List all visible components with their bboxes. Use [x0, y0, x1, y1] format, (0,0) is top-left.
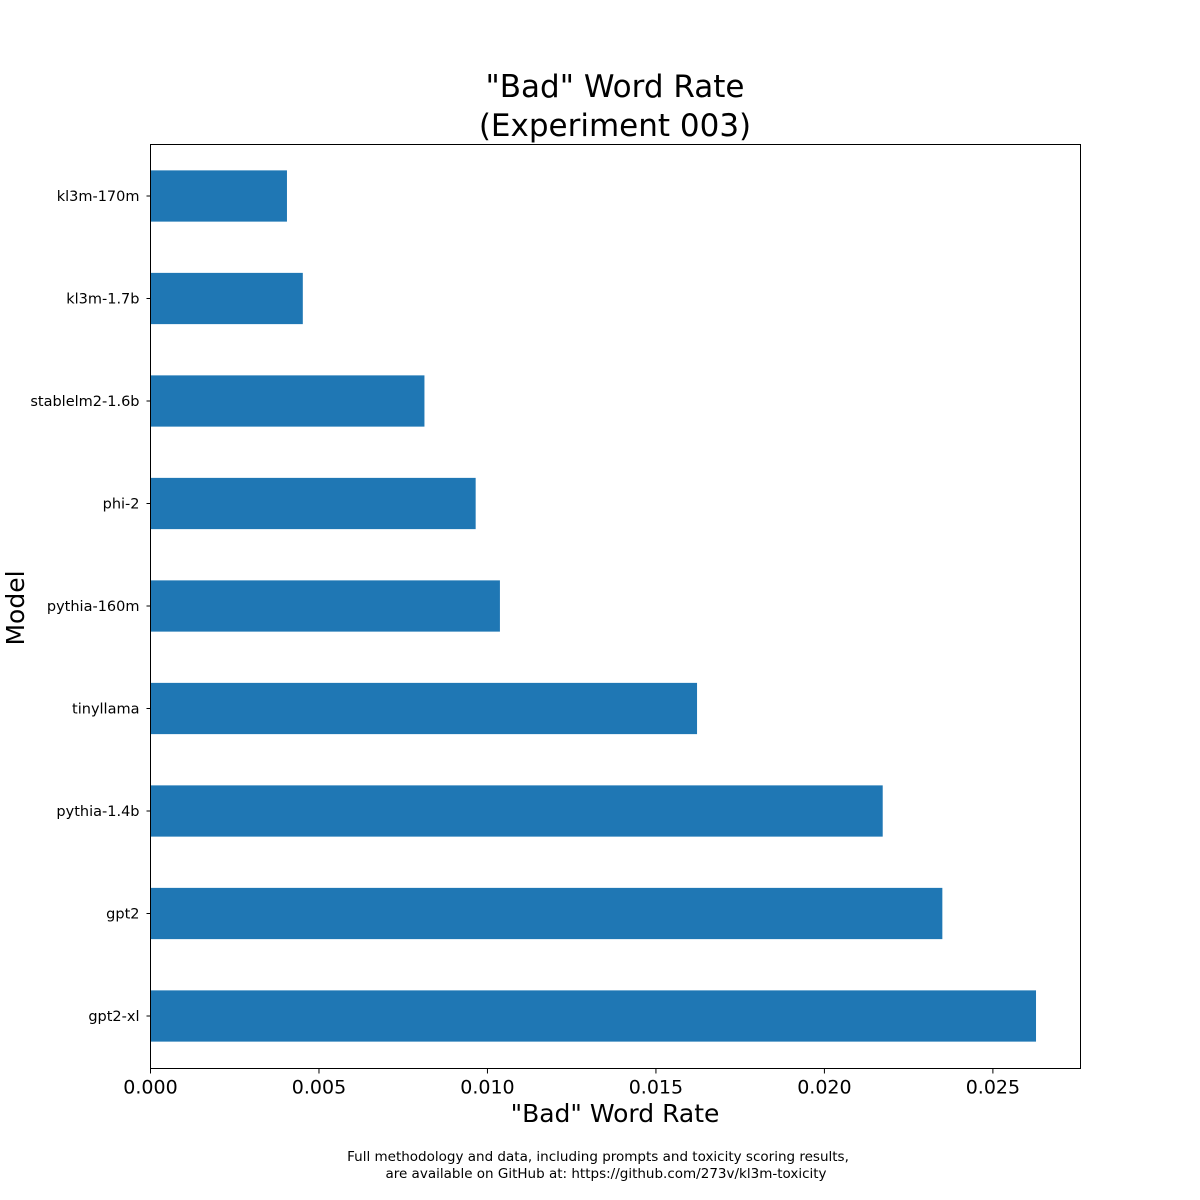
x-tick-label: 0.000	[123, 1077, 177, 1099]
chart-title-line-2: (Experiment 003)	[479, 108, 751, 144]
y-tick-label: pythia-160m	[47, 599, 140, 615]
bar-pythia-160m	[150, 580, 500, 632]
bars-group	[150, 170, 1037, 1042]
bar-tinyllama	[150, 682, 698, 735]
y-tick-label: gpt2-xl	[88, 1009, 139, 1025]
y-tick-label: tinyllama	[72, 702, 139, 718]
x-tick-label: 0.025	[966, 1077, 1020, 1099]
bar-gpt2	[150, 887, 943, 940]
y-tick-label: stablelm2-1.6b	[30, 394, 139, 410]
y-tick-label: phi-2	[103, 497, 140, 513]
bar-kl3m-170m	[150, 170, 287, 222]
bar-stablelm2-1.6b	[150, 375, 425, 427]
footnote-line-1: Full methodology and data, including pro…	[347, 1149, 849, 1165]
bar-pythia-1.4b	[150, 785, 883, 837]
y-tick-label: pythia-1.4b	[56, 804, 139, 820]
x-tick-label: 0.020	[797, 1077, 851, 1099]
y-axis-label: Model	[1, 570, 30, 645]
x-tick-label: 0.005	[292, 1077, 346, 1099]
footnote-line-2: are available on GitHub at: https://gith…	[385, 1166, 826, 1182]
bar-gpt2-xl	[150, 990, 1037, 1042]
bar-kl3m-1.7b	[150, 272, 303, 325]
x-axis-ticks: 0.000 0.005 0.010 0.015 0.020 0.025	[123, 1068, 1020, 1099]
y-tick-label: kl3m-170m	[57, 189, 140, 205]
x-axis-label: "Bad" Word Rate	[511, 1099, 720, 1128]
y-tick-label: kl3m-1.7b	[66, 292, 139, 308]
x-tick-label: 0.010	[460, 1077, 514, 1099]
y-axis-ticks: kl3m-170m kl3m-1.7b stablelm2-1.6b phi-2 pyt…	[30, 189, 151, 1025]
plot-frame	[150, 144, 1081, 1069]
x-tick-label: 0.015	[629, 1077, 683, 1099]
chart-title-line-1: "Bad" Word Rate	[486, 69, 745, 105]
y-tick-label: gpt2	[106, 907, 139, 923]
bar-phi-2	[150, 477, 476, 530]
